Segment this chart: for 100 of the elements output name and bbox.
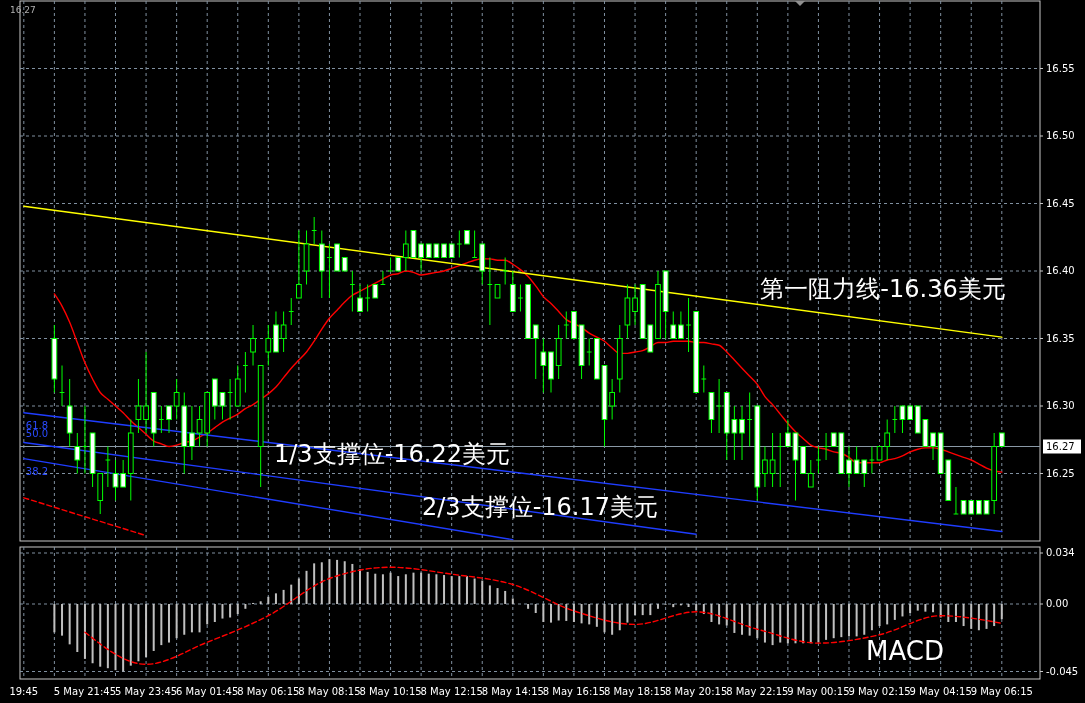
y-tick-label: 16.35 [1046, 332, 1075, 344]
bar [550, 604, 553, 623]
candlestick [762, 446, 768, 488]
line-series [53, 258, 1003, 473]
y-tick-label: 16.30 [1046, 400, 1075, 411]
x-tick-label: 6 May 01:45 [176, 686, 239, 697]
bar [993, 604, 996, 627]
bar [450, 576, 453, 604]
y-tick-label: 0.00 [1046, 598, 1069, 609]
bar [61, 604, 64, 636]
bar [297, 578, 300, 604]
candlestick [250, 324, 256, 366]
bar [190, 604, 193, 633]
annotation: 50.0 [25, 428, 49, 439]
bar [328, 559, 331, 604]
bar [855, 604, 858, 637]
x-tick-label: 8 May 22:15 [726, 686, 789, 697]
candlestick [532, 324, 539, 380]
bar [374, 573, 377, 604]
bar [840, 604, 843, 638]
bar [924, 604, 927, 612]
x-tick-label: 9 May 00:15 [787, 686, 850, 697]
x-tick-label: 5 May 21:45 [53, 686, 117, 697]
bar [274, 593, 277, 604]
bar [939, 604, 942, 618]
bar [76, 604, 79, 652]
bar [741, 604, 744, 635]
bar [641, 604, 644, 616]
bar [397, 576, 400, 604]
bar [496, 588, 499, 604]
bar [725, 604, 728, 626]
bar [313, 563, 316, 604]
bar [527, 604, 530, 609]
bar [702, 604, 705, 615]
bar [557, 604, 560, 621]
bar [427, 573, 430, 604]
x-tick-label: 19:45 [9, 686, 39, 697]
candlestick [815, 446, 822, 474]
bar [542, 604, 545, 622]
y-tick-label: 16.55 [1046, 62, 1075, 74]
bar [420, 572, 423, 604]
bar [847, 604, 850, 637]
candlestick [189, 405, 195, 461]
bar [259, 601, 262, 604]
bar [954, 604, 957, 622]
y-tick-label: 16.50 [1046, 130, 1075, 141]
candlestick [930, 432, 936, 461]
candlestick [869, 446, 875, 474]
candlestick [891, 405, 898, 434]
bar [817, 604, 820, 643]
candlestick [700, 365, 707, 393]
bar [802, 604, 805, 644]
bar [343, 561, 346, 604]
x-tick-label: 9 May 02:15 [848, 686, 911, 697]
x-tick-label: 8 May 18:15 [603, 686, 667, 697]
bar [588, 604, 591, 625]
candlestick [135, 378, 142, 434]
bar [618, 604, 621, 631]
bar [213, 604, 216, 622]
bar [786, 604, 789, 644]
bar [565, 604, 568, 621]
bar [916, 604, 919, 611]
bar [901, 604, 904, 617]
candlestick [899, 405, 906, 434]
bar [137, 604, 140, 662]
bar [160, 604, 163, 646]
candlestick [265, 324, 272, 366]
bar [106, 604, 109, 669]
candlestick [364, 284, 371, 312]
bar [320, 562, 323, 604]
x-tick-label: 5 May 23:45 [114, 686, 178, 697]
bar [970, 604, 973, 629]
bar [236, 604, 239, 615]
annotation: 16.27 [10, 4, 36, 15]
candlestick [777, 432, 784, 488]
y-tick-label: 16.25 [1046, 467, 1075, 479]
x-tick-label: 8 May 20:15 [665, 686, 728, 697]
bar [244, 604, 247, 609]
candlestick [357, 284, 363, 312]
bar [290, 584, 293, 604]
candlestick [670, 311, 677, 339]
candlestick [586, 338, 593, 366]
bar [886, 604, 889, 625]
bar [129, 604, 132, 666]
bar [794, 604, 797, 644]
bar [779, 604, 782, 643]
candlestick [846, 446, 852, 488]
bar [695, 604, 698, 611]
bar [611, 604, 614, 635]
bar [152, 604, 155, 651]
candlestick [288, 297, 295, 326]
candlestick [540, 338, 547, 393]
candlestick [502, 257, 509, 285]
bar [336, 559, 339, 604]
candlestick [456, 230, 463, 258]
ref-line-label: 16.27 [1046, 440, 1075, 452]
bar [572, 604, 575, 622]
bar [351, 563, 354, 604]
bar [183, 604, 186, 635]
bar [282, 589, 285, 604]
